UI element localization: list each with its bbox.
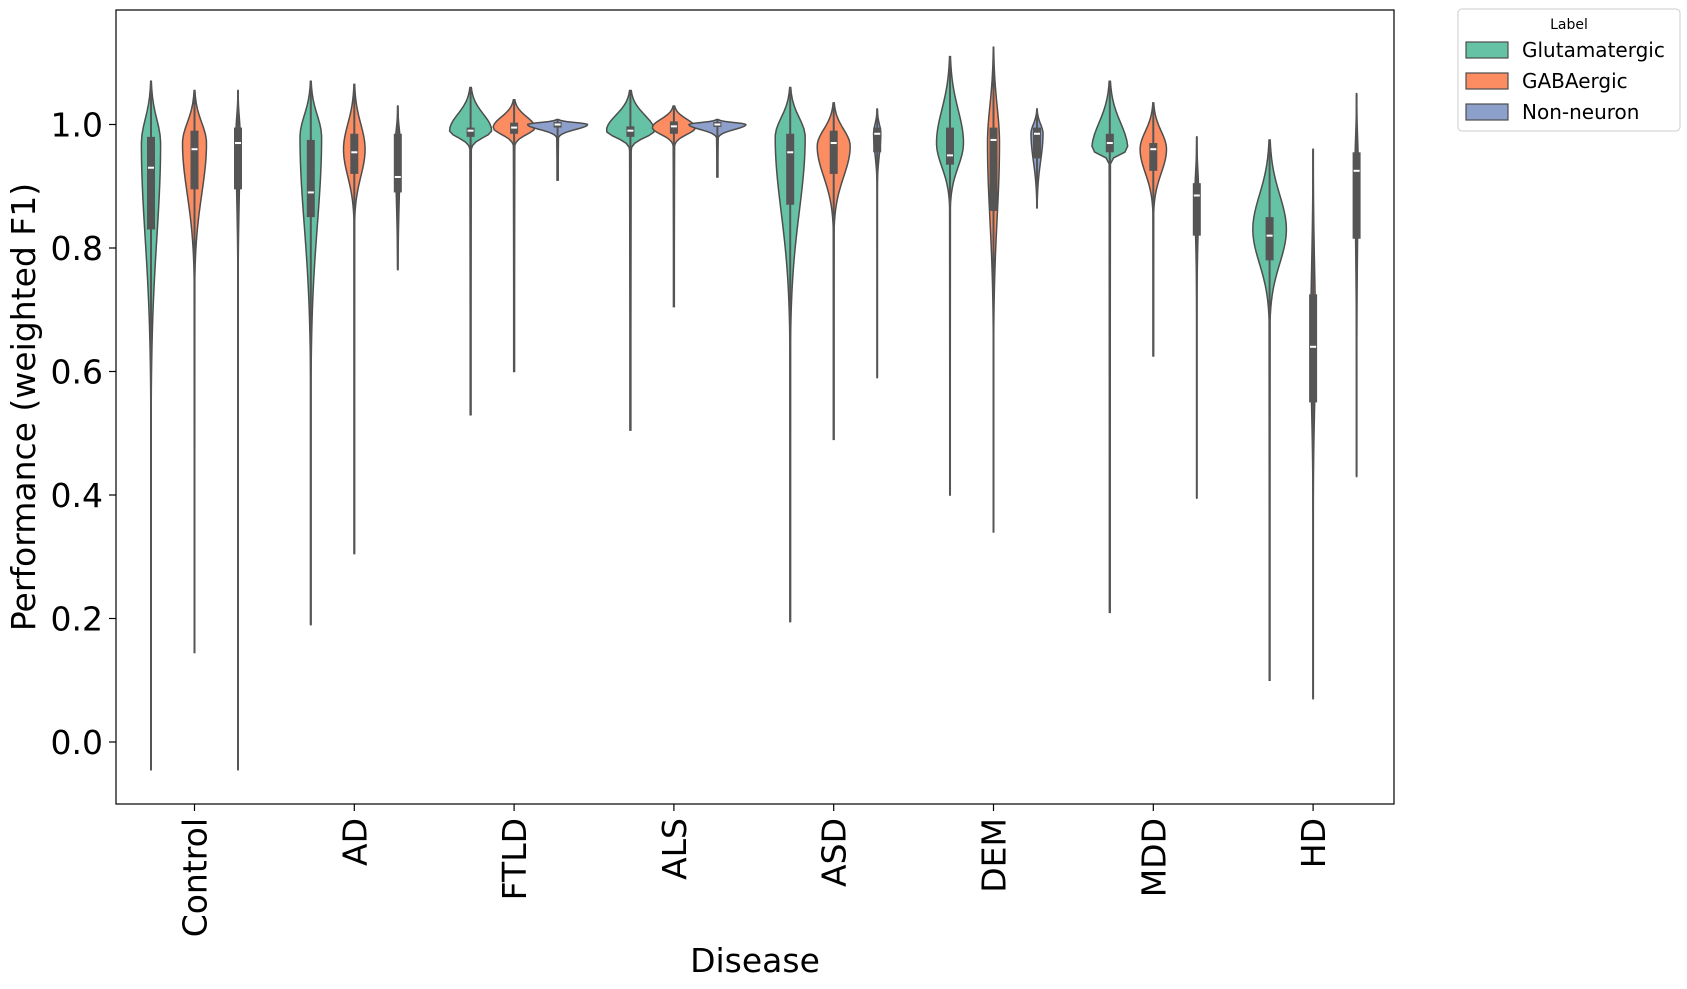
violin-glutamatergic-asd bbox=[774, 86, 806, 623]
y-axis-label: Performance (weighted F1) bbox=[4, 183, 43, 631]
x-tick-label: MDD bbox=[1134, 818, 1173, 897]
y-tick-label: 0.2 bbox=[51, 600, 103, 639]
violin-gabaergic-asd bbox=[816, 102, 851, 441]
violin-glutamatergic-ftld bbox=[448, 86, 493, 416]
x-tick-label: ALS bbox=[655, 818, 694, 880]
violin-gabaergic-ad bbox=[342, 83, 366, 555]
violin-non-neuron-als bbox=[687, 118, 747, 178]
x-axis-label: Disease bbox=[690, 941, 820, 980]
violin-gabaergic-dem bbox=[986, 46, 1001, 533]
y-axis: 0.0 0.2 0.4 0.6 0.8 1.0 bbox=[51, 106, 116, 762]
violin-non-neuron-ftld bbox=[526, 118, 589, 181]
violin-iqr-box bbox=[190, 130, 199, 190]
violin-non-neuron-dem bbox=[1030, 108, 1044, 209]
y-tick-label: 1.0 bbox=[51, 106, 103, 145]
legend-swatch bbox=[1465, 103, 1509, 121]
violin-iqr-box bbox=[1149, 143, 1158, 171]
violin-iqr-box bbox=[669, 121, 678, 134]
violin-gabaergic-als bbox=[651, 105, 697, 308]
violin-iqr-box bbox=[946, 127, 954, 165]
y-tick-label: 0.0 bbox=[51, 723, 103, 762]
legend-title: Label bbox=[1550, 17, 1588, 33]
violin-group bbox=[140, 46, 1361, 771]
violin-iqr-box bbox=[1352, 152, 1361, 239]
x-tick-label: FTLD bbox=[495, 818, 534, 900]
violin-iqr-box bbox=[786, 133, 795, 205]
legend-swatch bbox=[1465, 41, 1509, 59]
y-tick-label: 0.8 bbox=[51, 229, 103, 268]
violin-gabaergic-control bbox=[181, 89, 208, 654]
violin-iqr-box bbox=[829, 130, 838, 174]
violin-non-neuron-control bbox=[234, 89, 242, 771]
violin-iqr-box bbox=[466, 127, 475, 137]
x-tick-label: AD bbox=[335, 818, 374, 866]
y-tick-label: 0.6 bbox=[51, 353, 103, 392]
violin-non-neuron-ad bbox=[393, 105, 402, 271]
violin-glutamatergic-ad bbox=[299, 80, 323, 626]
violin-gabaergic-ftld bbox=[492, 99, 536, 373]
x-tick-label: DEM bbox=[975, 818, 1014, 893]
violin-iqr-box bbox=[1309, 294, 1318, 403]
violin-iqr-box bbox=[147, 136, 155, 230]
legend-entry-label: Non-neuron bbox=[1522, 100, 1639, 124]
violin-iqr-box bbox=[350, 133, 359, 174]
violin-glutamatergic-hd bbox=[1252, 139, 1288, 681]
x-axis: Control AD FTLD ALS ASD DEM MDD HD bbox=[176, 804, 1333, 937]
legend-swatch bbox=[1465, 72, 1509, 90]
violin-glutamatergic-dem bbox=[935, 55, 965, 496]
violin-iqr-box bbox=[306, 139, 315, 218]
x-tick-label: HD bbox=[1294, 818, 1333, 868]
violin-iqr-box bbox=[393, 133, 402, 193]
violin-iqr-box bbox=[1033, 127, 1041, 159]
violin-iqr-box bbox=[1192, 183, 1201, 236]
x-tick-label: Control bbox=[176, 818, 215, 937]
violin-glutamatergic-als bbox=[605, 89, 655, 431]
legend: Label Glutamatergic GABAergic Non-neuron bbox=[1457, 8, 1681, 132]
violin-iqr-box bbox=[873, 127, 882, 153]
legend-entry-label: Glutamatergic bbox=[1522, 38, 1665, 62]
violin-non-neuron-asd bbox=[872, 108, 882, 379]
violin-iqr-box bbox=[1265, 217, 1274, 261]
x-tick-label: ASD bbox=[815, 818, 854, 887]
violin-iqr-box bbox=[234, 127, 242, 190]
violin-glutamatergic-mdd bbox=[1091, 80, 1129, 614]
violin-non-neuron-hd bbox=[1352, 92, 1361, 478]
plot-area bbox=[115, 9, 1395, 805]
legend-frame bbox=[1457, 8, 1681, 132]
y-tick-label: 0.4 bbox=[51, 476, 103, 515]
violin-gabaergic-hd bbox=[1309, 148, 1318, 700]
violin-glutamatergic-control bbox=[140, 80, 162, 771]
violin-iqr-box bbox=[989, 127, 998, 211]
violin-non-neuron-mdd bbox=[1192, 136, 1201, 499]
violin-gabaergic-mdd bbox=[1139, 102, 1168, 357]
legend-entry-label: GABAergic bbox=[1522, 69, 1628, 93]
